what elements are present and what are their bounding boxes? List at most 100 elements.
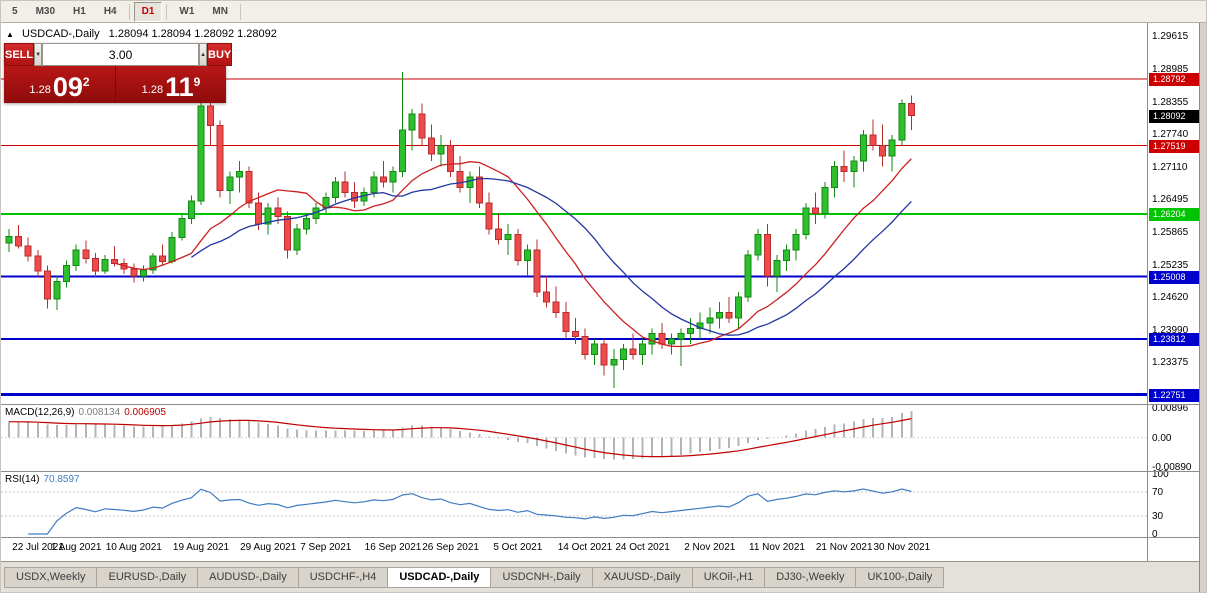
date-label: 7 Sep 2021 <box>300 542 352 553</box>
axis-label: 1.25865 <box>1152 226 1189 238</box>
tab-usdx-weekly[interactable]: USDX,Weekly <box>4 567 98 588</box>
timeframe-h1[interactable]: H1 <box>73 5 86 17</box>
date-label: 5 Oct 2021 <box>493 542 543 553</box>
panel-separator[interactable] <box>1 537 1199 538</box>
date-label: 1 Aug 2021 <box>50 542 102 553</box>
axis-label: 1.26495 <box>1152 194 1189 206</box>
axis-label: 100 <box>1152 469 1169 480</box>
price-chart-panel[interactable] <box>1 23 1147 404</box>
timeframe-d1[interactable]: D1 <box>133 1 163 22</box>
axis-label: 1.23375 <box>1152 357 1189 369</box>
trade-prices-row: 1.28 09 2 1.28 11 9 <box>4 66 226 103</box>
timeframe-m30[interactable]: M30 <box>35 5 56 17</box>
axis-label: 30 <box>1152 511 1164 522</box>
price-axis[interactable]: 1.29615 1.28985 1.28355 1.27740 1.27110 1.264… <box>1147 23 1199 561</box>
rsi-indicator-label: RSI(14) 70.8597 <box>5 474 80 485</box>
rsi-panel[interactable] <box>1 472 1147 537</box>
ma-fast-line <box>114 158 912 348</box>
sell-price[interactable]: 1.28 09 2 <box>4 66 115 103</box>
plot-region: 22 Jul 2021 1 Aug 2021 10 Aug 2021 19 Aug 2… <box>1 23 1199 561</box>
toolbar-separator <box>239 3 241 20</box>
tab-dj30-weekly[interactable]: DJ30-,Weekly <box>764 567 857 588</box>
ma-slow-line <box>191 177 912 336</box>
panel-separator[interactable] <box>1 404 1199 405</box>
axis-label: 1.25235 <box>1152 259 1189 271</box>
axis-label: 0.00 <box>1152 432 1172 444</box>
timeframe-5[interactable]: 5 <box>12 5 18 17</box>
tab-usdcnh-daily[interactable]: USDCNH-,Daily <box>490 567 593 588</box>
price-level-lines <box>1 78 1147 397</box>
trade-controls-row: SELL ▼ ▲ BUY <box>4 43 233 66</box>
price-tag-1.28792: 1.28792 <box>1149 73 1199 86</box>
rsi-value: 70.8597 <box>43 474 80 485</box>
macd-histogram <box>8 410 913 460</box>
timeframe-toolbar: 5 M30 H1 H4 D1 W1 MN <box>1 1 1206 23</box>
axis-label: 0 <box>1152 529 1158 540</box>
toolbar-separator <box>166 3 168 20</box>
axis-label: 1.29615 <box>1152 31 1189 42</box>
buy-button[interactable]: BUY <box>207 43 233 66</box>
axis-label: 70 <box>1152 487 1164 498</box>
sell-price-pip: 2 <box>82 75 90 89</box>
rsi-name: RSI(14) <box>5 474 40 485</box>
axis-label: 1.27110 <box>1152 161 1188 173</box>
collapse-trade-panel-icon[interactable]: ▲ <box>6 30 14 39</box>
sell-button[interactable]: SELL <box>4 43 35 66</box>
date-label: 19 Aug 2021 <box>172 542 230 553</box>
volume-decrease-button[interactable]: ▼ <box>34 43 43 66</box>
buy-price-big: 11 <box>165 72 194 102</box>
axis-label: 1.23990 <box>1152 324 1189 336</box>
macd-indicator-label: MACD(12,26,9) 0.008134 0.006905 <box>5 407 166 418</box>
panel-separator[interactable] <box>1 471 1199 472</box>
window-right-border <box>1199 23 1206 592</box>
tab-xauusd-daily[interactable]: XAUUSD-,Daily <box>591 567 693 588</box>
axis-label: -0.00890 <box>1152 462 1192 473</box>
date-label: 24 Oct 2021 <box>615 542 670 553</box>
price-tag-1.26204: 1.26204 <box>1149 208 1199 222</box>
macd-name: MACD(12,26,9) <box>5 407 75 418</box>
date-label: 29 Aug 2021 <box>240 542 297 553</box>
macd-panel[interactable] <box>1 405 1147 471</box>
tab-usdchf-h4[interactable]: USDCHF-,H4 <box>297 567 389 588</box>
buy-price-pip: 9 <box>193 75 201 89</box>
buy-price[interactable]: 1.28 11 9 <box>115 66 226 103</box>
axis-label: 1.24620 <box>1152 291 1189 303</box>
timeframe-w1[interactable]: W1 <box>179 5 195 17</box>
price-tag-1.23812: 1.23812 <box>1149 333 1199 347</box>
axis-label: 1.28985 <box>1152 63 1189 75</box>
axis-label: 0.00896 <box>1152 403 1189 414</box>
timeframe-h4[interactable]: H4 <box>103 5 117 17</box>
date-label: 26 Sep 2021 <box>422 542 479 553</box>
date-label: 14 Oct 2021 <box>557 542 613 553</box>
date-label: 30 Nov 2021 <box>873 542 931 553</box>
tab-audusd-daily[interactable]: AUDUSD-,Daily <box>197 567 299 588</box>
date-label: 2 Nov 2021 <box>684 542 736 553</box>
date-label: 10 Aug 2021 <box>105 542 162 553</box>
tab-usdcad-daily[interactable]: USDCAD-,Daily <box>387 567 492 588</box>
date-label: 16 Sep 2021 <box>364 542 422 553</box>
chart-header: ▲ USDCAD-,Daily 1.28094 1.28094 1.28092 … <box>6 28 277 40</box>
axis-label: 1.27740 <box>1152 128 1189 140</box>
price-tag-1.22751: 1.22751 <box>1149 388 1199 402</box>
chart-area: 22 Jul 2021 1 Aug 2021 10 Aug 2021 19 Aug 2… <box>1 23 1199 561</box>
tab-uk100-daily[interactable]: UK100-,Daily <box>855 567 945 588</box>
date-label: 11 Nov 2021 <box>749 542 805 553</box>
chart-tabs-bar: USDX,Weekly EURUSD-,Daily AUDUSD-,Daily USD… <box>1 561 1199 592</box>
tab-ukoil-h1[interactable]: UKOil-,H1 <box>691 567 766 588</box>
volume-input[interactable] <box>42 43 200 66</box>
macd-main-value: 0.008134 <box>78 407 121 418</box>
price-tag-1.27519: 1.27519 <box>1149 139 1199 153</box>
volume-increase-button[interactable]: ▲ <box>199 43 208 66</box>
timeframe-mn[interactable]: MN <box>212 5 228 17</box>
time-axis[interactable]: 22 Jul 2021 1 Aug 2021 10 Aug 2021 19 Aug 2… <box>1 538 1147 561</box>
rsi-line <box>28 488 912 535</box>
chart-symbol-title: USDCAD-,Daily <box>21 28 100 40</box>
macd-signal-value: 0.006905 <box>124 407 166 418</box>
date-label: 22 Jul 2021 <box>12 542 64 553</box>
candlestick-series <box>5 71 915 388</box>
tab-eurusd-daily[interactable]: EURUSD-,Daily <box>96 567 199 588</box>
current-price-tag: 1.28092 <box>1149 109 1199 123</box>
macd-signal-line <box>8 418 912 458</box>
